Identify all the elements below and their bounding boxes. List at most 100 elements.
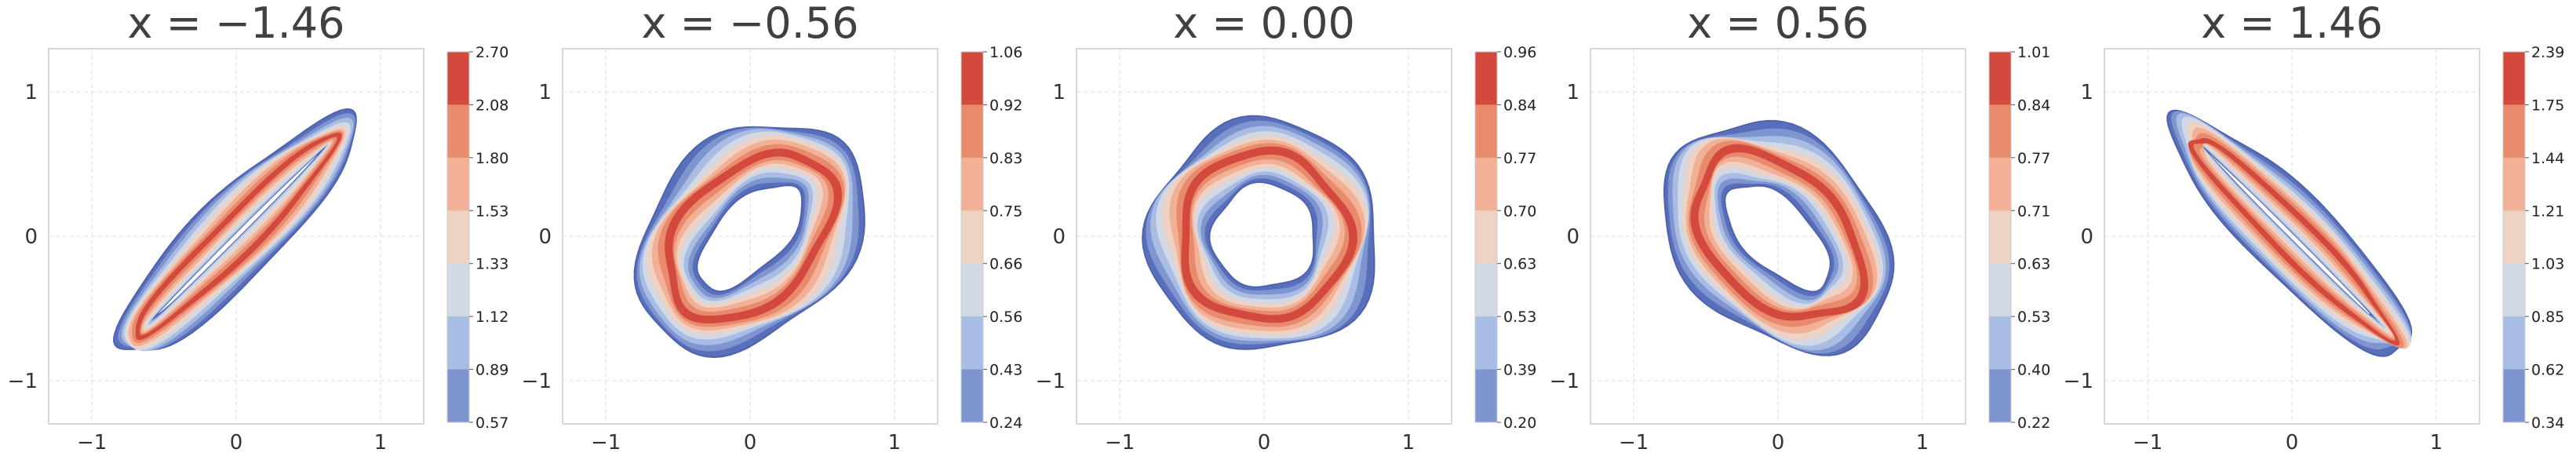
colorbar-label: 0.70 [1503, 203, 1536, 220]
colorbar-segment [1475, 104, 1497, 159]
panel-1: −1 0 1 −1 0 1 x = −1.46 2.70 2.08 1.80 1.53 1.33 1.1… [8, 0, 509, 455]
panel-title: x = −1.46 [127, 0, 344, 48]
contour-level-5 [2187, 122, 2410, 349]
colorbar-segment [961, 104, 983, 159]
colorbar-label: 0.75 [989, 203, 1022, 220]
colorbar-segment [2503, 157, 2525, 211]
y-tick-label: 0 [24, 225, 38, 249]
colorbar-segment [961, 263, 983, 317]
colorbar-segment [1475, 263, 1497, 317]
colorbar-label: 1.06 [989, 44, 1022, 61]
y-tick-label: −1 [2064, 370, 2093, 393]
panel-title: x = 1.46 [2201, 0, 2383, 48]
colorbar-label: 0.77 [2017, 150, 2050, 167]
colorbar-label: 0.85 [2531, 309, 2564, 326]
panel-5: −1 0 1 −1 0 1 x = 1.46 2.39 1.75 1.44 1.21 1.03 0.85… [2064, 0, 2565, 455]
contour-body [1142, 115, 1375, 350]
colorbar-label: 0.63 [1503, 256, 1536, 273]
colorbar-segment [2503, 263, 2525, 317]
contour-body [633, 126, 865, 359]
panel-title: x = −0.56 [641, 0, 858, 48]
y-tick-label: 0 [1052, 225, 1066, 249]
colorbar-segment [1989, 369, 2011, 423]
colorbar-label: 0.62 [2531, 362, 2564, 379]
colorbar-segment [447, 52, 469, 105]
colorbar-label: 1.21 [2531, 203, 2564, 220]
x-tick-label: 0 [230, 431, 243, 455]
colorbar-segment [2503, 369, 2525, 423]
y-tick-label: 1 [1566, 81, 1579, 104]
x-tick-label: 1 [2430, 431, 2443, 455]
y-tick-label: −1 [522, 370, 552, 393]
colorbar-label: 1.75 [2531, 97, 2564, 114]
colorbar-segment [1989, 52, 2011, 105]
colorbar-segment [1989, 316, 2011, 371]
contour-level-6 [1169, 140, 1365, 332]
colorbar-frame [1474, 51, 1498, 423]
colorbar-label: 1.03 [2531, 256, 2564, 273]
colorbar-label: 0.20 [1503, 414, 1536, 432]
colorbar-label: 0.92 [989, 97, 1022, 114]
colorbar-segment [961, 369, 983, 423]
x-tick-label: −1 [1105, 431, 1135, 455]
panel-3: −1 0 1 −1 0 1 x = 0.00 0.96 0.84 0.77 0.70 0.63 0.53… [1036, 0, 1537, 455]
panel-4: −1 0 1 −1 0 1 x = 0.56 1.01 0.84 0.77 0.71 0.63 0.53… [1550, 0, 2051, 455]
colorbar-label: 0.34 [2531, 414, 2564, 432]
x-tick-label: −1 [1619, 431, 1649, 455]
colorbar-segment [447, 263, 469, 317]
x-tick-label: 0 [744, 431, 757, 455]
y-tick-label: −1 [8, 370, 38, 393]
colorbar-label: 1.12 [475, 309, 508, 326]
x-tick-label: −1 [77, 431, 107, 455]
colorbar-segment [447, 210, 469, 265]
colorbar-label: 0.43 [989, 362, 1022, 379]
colorbar-frame [960, 51, 984, 423]
colorbar-label: 0.53 [2017, 309, 2050, 326]
colorbar-label: 0.22 [2017, 414, 2050, 432]
x-tick-label: 0 [2286, 431, 2299, 455]
colorbar-label: 2.08 [475, 97, 508, 114]
contour-level-4 [124, 122, 351, 351]
colorbar-label: 2.39 [2531, 44, 2564, 61]
colorbar-label: 0.66 [989, 256, 1022, 273]
colorbar-frame [446, 51, 470, 423]
colorbar-label: 0.83 [989, 150, 1022, 167]
panel-title: x = 0.56 [1687, 0, 1869, 48]
colorbar-frame [2502, 51, 2526, 423]
y-tick-label: 0 [538, 225, 552, 249]
colorbar-segment [447, 316, 469, 371]
colorbar-label: 0.53 [1503, 309, 1536, 326]
colorbar-label: 0.63 [2017, 256, 2050, 273]
y-tick-label: 1 [24, 81, 38, 104]
y-tick-label: 1 [538, 81, 552, 104]
y-tick-label: 1 [1052, 81, 1066, 104]
colorbar-label: 0.89 [475, 362, 508, 379]
colorbar-segment [2503, 210, 2525, 265]
x-tick-label: 1 [1402, 431, 1416, 455]
colorbar-label: 0.84 [2017, 97, 2050, 114]
contour-body [113, 108, 357, 352]
colorbar-frame [1988, 51, 2012, 423]
colorbar-segment [447, 369, 469, 423]
y-tick-label: −1 [1036, 370, 1066, 393]
colorbar-segment [1989, 263, 2011, 317]
colorbar-segment [961, 316, 983, 371]
contour-body [1663, 119, 1895, 356]
colorbar-label: 0.77 [1503, 150, 1536, 167]
colorbar-segment [1989, 104, 2011, 159]
colorbar-label: 1.80 [475, 150, 508, 167]
contour-body [2166, 109, 2413, 357]
colorbar-segment [447, 157, 469, 211]
colorbar-segment [961, 52, 983, 105]
y-tick-label: −1 [1550, 370, 1579, 393]
colorbar-segment [2503, 316, 2525, 371]
panel-2: −1 0 1 −1 0 1 x = −0.56 1.06 0.92 0.83 0.75 0.66 0.5… [522, 0, 1023, 455]
x-tick-label: 0 [1772, 431, 1785, 455]
colorbar-segment [1475, 210, 1497, 265]
panel-title: x = 0.00 [1173, 0, 1355, 48]
y-tick-label: 0 [1566, 225, 1579, 249]
colorbar-label: 2.70 [475, 44, 508, 61]
colorbar-label: 0.39 [1503, 362, 1536, 379]
colorbar-segment [2503, 52, 2525, 105]
